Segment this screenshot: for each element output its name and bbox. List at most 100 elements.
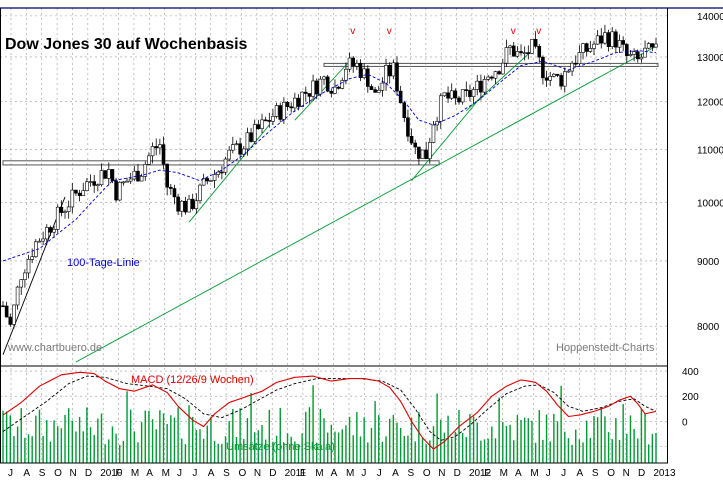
candle-body	[552, 73, 556, 77]
candle-body	[234, 143, 239, 146]
volume-bar	[235, 437, 238, 463]
volume-bar	[440, 419, 442, 463]
month-tick-label: F	[116, 468, 122, 479]
candle-body	[223, 158, 228, 173]
volume-bar	[46, 420, 48, 463]
candle-body	[570, 62, 574, 72]
month-tick-label: O	[423, 468, 431, 479]
candle-body	[606, 32, 611, 48]
volume-bar	[651, 433, 654, 463]
candle-body	[351, 57, 356, 67]
volume-bar	[224, 436, 227, 463]
volume-bar	[607, 432, 610, 463]
month-tick-label: M	[162, 468, 170, 479]
volume-bar	[571, 444, 573, 463]
volume-bar	[534, 442, 537, 463]
candle-body	[581, 43, 585, 53]
candle-body	[143, 164, 148, 177]
month-tick-label: J	[192, 468, 197, 479]
candle-body	[183, 200, 188, 213]
candle-body	[165, 163, 169, 188]
volume-bar	[228, 421, 230, 463]
support-band	[2, 160, 440, 166]
candle-body	[617, 40, 622, 48]
candle-body	[471, 89, 476, 98]
candle-body	[548, 76, 553, 81]
volume-bar	[31, 436, 33, 463]
volume-bar	[509, 424, 511, 463]
volume-bar	[9, 415, 11, 463]
candle-body	[639, 56, 644, 60]
volume-bar	[20, 408, 22, 463]
candle-body	[52, 229, 56, 233]
volume-bar	[261, 424, 263, 463]
volume-bar	[520, 419, 522, 463]
candle-body	[30, 256, 34, 260]
candle-body	[380, 82, 385, 91]
indicator-lines	[2, 50, 657, 450]
candle-body	[533, 38, 538, 47]
volume-bar	[286, 433, 289, 463]
volume-label: Umsätze (ohne Skala)	[226, 441, 335, 453]
candle-body	[249, 132, 253, 142]
volume-bar	[239, 408, 241, 463]
month-tick-label: J	[361, 468, 366, 479]
month-tick-label: S	[223, 468, 230, 479]
volume-bars	[2, 385, 657, 463]
volume-bar	[560, 385, 562, 463]
volume-bar	[531, 420, 533, 463]
month-tick-label: D	[454, 468, 461, 479]
volume-bar	[615, 418, 617, 463]
chart-title: Dow Jones 30 auf Wochenbasis	[5, 36, 248, 53]
volume-bar	[97, 418, 99, 463]
candle-body	[479, 80, 483, 93]
volume-bar	[210, 416, 212, 463]
volume-bar	[403, 435, 405, 463]
volume-bar	[119, 444, 121, 463]
candle-body	[212, 174, 217, 181]
candle-body	[296, 97, 301, 107]
candle-body	[519, 51, 523, 54]
candle-body	[274, 105, 279, 117]
price-tick-label: 13000	[697, 53, 723, 64]
candle-body	[544, 77, 549, 81]
volume-bar	[297, 444, 300, 463]
volume-bar	[425, 444, 427, 463]
volume-bar	[356, 412, 358, 463]
volume-bar	[290, 436, 292, 463]
candle-body	[245, 132, 250, 150]
volume-bar	[418, 411, 420, 463]
candle-body	[150, 146, 155, 157]
month-tick-label: N	[254, 468, 261, 479]
volume-bar	[542, 439, 544, 463]
volume-bar	[527, 418, 530, 463]
candle-body	[504, 47, 509, 64]
month-tick-label: M	[530, 468, 538, 479]
volume-bar	[483, 439, 486, 463]
volume-bar	[399, 427, 402, 463]
volume-bar	[13, 436, 15, 463]
trend-line	[2, 196, 66, 355]
candle-body	[15, 286, 20, 306]
candle-body	[114, 180, 118, 201]
volume-bar	[585, 420, 588, 463]
candle-body	[573, 62, 578, 65]
candle-body	[402, 102, 407, 119]
month-tick-label: A	[392, 468, 399, 479]
price-tick-label: 9000	[697, 257, 720, 268]
volume-bar	[126, 391, 128, 463]
volume-bar	[166, 423, 168, 463]
candle-body	[99, 170, 104, 186]
candle-body	[460, 89, 465, 103]
candle-body	[497, 71, 501, 75]
macd-label: MACD (12/26/9 Wochen)	[131, 374, 254, 386]
candle-body	[511, 45, 516, 57]
candle-body	[176, 196, 180, 212]
volume-bar	[2, 410, 4, 463]
volume-bar	[454, 432, 457, 463]
candle-body	[344, 68, 348, 81]
candle-body	[431, 124, 436, 143]
volume-bar	[640, 409, 643, 463]
month-tick-label: J	[377, 468, 382, 479]
